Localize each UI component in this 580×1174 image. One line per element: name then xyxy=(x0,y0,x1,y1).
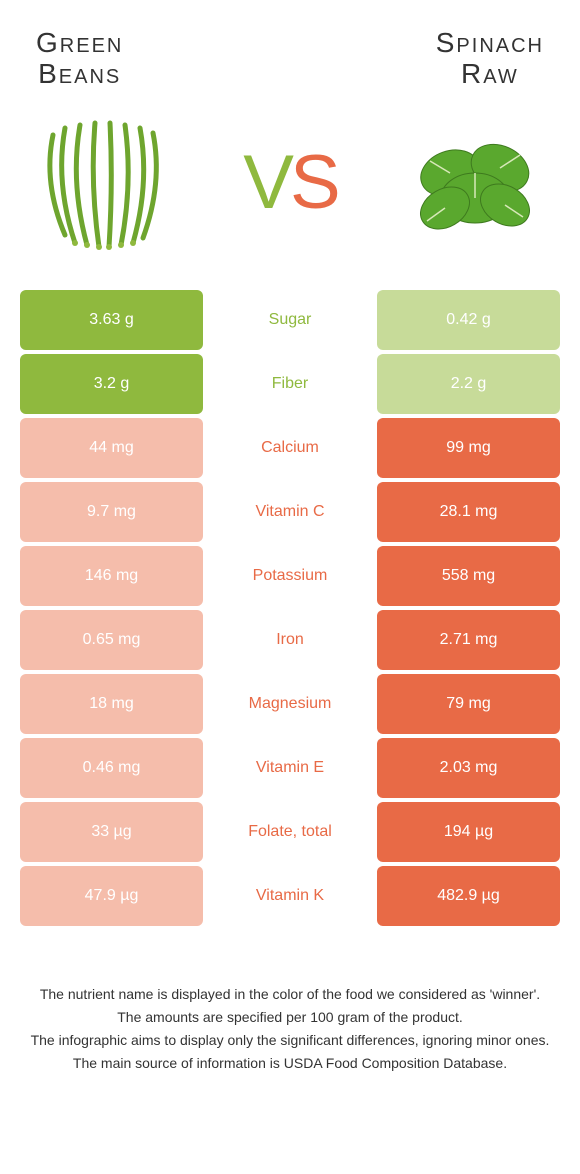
table-row: 3.2 gFiber2.2 g xyxy=(20,354,560,414)
table-row: 0.65 mgIron2.71 mg xyxy=(20,610,560,670)
green-beans-image xyxy=(30,108,180,258)
footnote: The infographic aims to display only the… xyxy=(28,1030,552,1051)
nutrient-name: Potassium xyxy=(203,546,377,606)
nutrient-name: Vitamin E xyxy=(203,738,377,798)
table-row: 18 mgMagnesium79 mg xyxy=(20,674,560,734)
left-value: 3.63 g xyxy=(20,290,203,350)
right-value: 2.2 g xyxy=(377,354,560,414)
left-value: 146 mg xyxy=(20,546,203,606)
footnotes: The nutrient name is displayed in the co… xyxy=(20,984,560,1074)
left-value: 44 mg xyxy=(20,418,203,478)
right-value: 28.1 mg xyxy=(377,482,560,542)
header: GreenBeans SpinachRaw xyxy=(20,28,560,108)
footnote: The amounts are specified per 100 gram o… xyxy=(28,1007,552,1028)
footnote: The nutrient name is displayed in the co… xyxy=(28,984,552,1005)
nutrient-name: Vitamin C xyxy=(203,482,377,542)
nutrient-name: Vitamin K xyxy=(203,866,377,926)
nutrient-name: Sugar xyxy=(203,290,377,350)
right-value: 2.71 mg xyxy=(377,610,560,670)
left-value: 0.46 mg xyxy=(20,738,203,798)
title-right: SpinachRaw xyxy=(436,28,544,90)
nutrient-table: 3.63 gSugar0.42 g3.2 gFiber2.2 g44 mgCal… xyxy=(20,286,560,930)
nutrient-name: Folate, total xyxy=(203,802,377,862)
vs-label: VS xyxy=(243,139,336,226)
left-value: 18 mg xyxy=(20,674,203,734)
table-row: 0.46 mgVitamin E2.03 mg xyxy=(20,738,560,798)
left-value: 3.2 g xyxy=(20,354,203,414)
left-value: 47.9 µg xyxy=(20,866,203,926)
right-value: 79 mg xyxy=(377,674,560,734)
vs-row: VS xyxy=(20,108,560,286)
right-value: 2.03 mg xyxy=(377,738,560,798)
right-value: 482.9 µg xyxy=(377,866,560,926)
table-row: 47.9 µgVitamin K482.9 µg xyxy=(20,866,560,926)
nutrient-name: Magnesium xyxy=(203,674,377,734)
nutrient-name: Calcium xyxy=(203,418,377,478)
left-value: 33 µg xyxy=(20,802,203,862)
table-row: 33 µgFolate, total194 µg xyxy=(20,802,560,862)
table-row: 146 mgPotassium558 mg xyxy=(20,546,560,606)
table-row: 3.63 gSugar0.42 g xyxy=(20,290,560,350)
title-left: GreenBeans xyxy=(36,28,123,90)
nutrient-name: Fiber xyxy=(203,354,377,414)
nutrient-name: Iron xyxy=(203,610,377,670)
table-row: 9.7 mgVitamin C28.1 mg xyxy=(20,482,560,542)
left-value: 9.7 mg xyxy=(20,482,203,542)
right-value: 0.42 g xyxy=(377,290,560,350)
footnote: The main source of information is USDA F… xyxy=(28,1053,552,1074)
spinach-image xyxy=(400,108,550,258)
left-value: 0.65 mg xyxy=(20,610,203,670)
table-row: 44 mgCalcium99 mg xyxy=(20,418,560,478)
right-value: 194 µg xyxy=(377,802,560,862)
right-value: 99 mg xyxy=(377,418,560,478)
right-value: 558 mg xyxy=(377,546,560,606)
